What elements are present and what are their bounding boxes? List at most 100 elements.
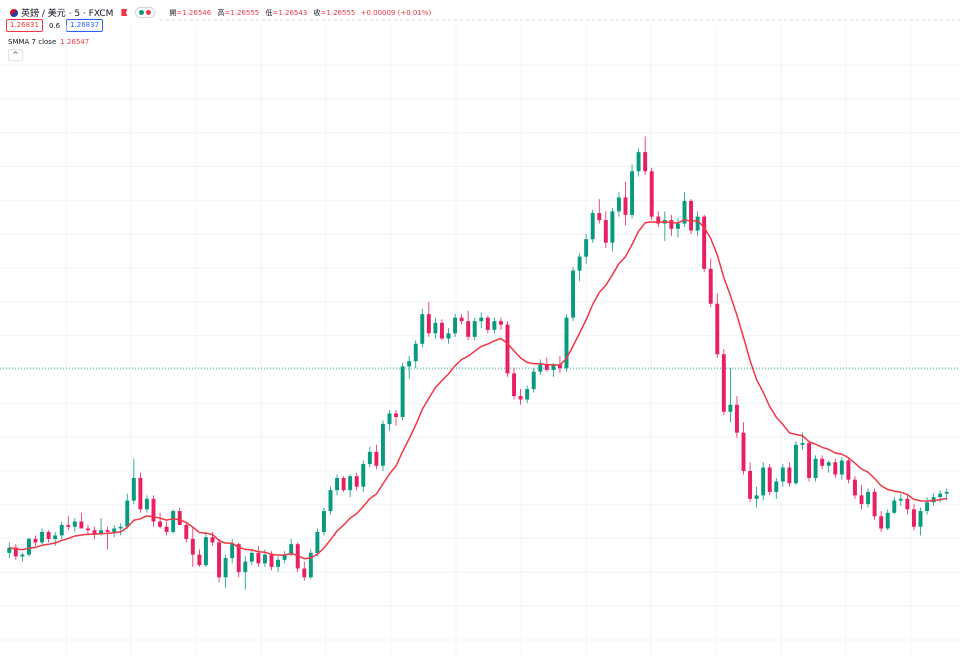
candle-body [203,537,208,566]
candle [223,554,228,588]
candle-body [26,538,31,555]
quote-row: 1.26831 0.6 1.26837 [6,19,104,32]
candle-body [689,200,694,231]
flag-icon[interactable] [121,9,128,16]
candle-body [164,526,169,532]
candle [190,526,195,567]
candle [839,457,844,480]
candle-body [269,554,274,567]
candle [911,504,916,531]
candle-body [407,361,412,367]
candle-body [230,544,235,559]
candle-body [892,500,897,513]
candle-body [859,495,864,505]
ask-button[interactable]: 1.26837 [66,19,104,32]
indicator-value: 1.26547 [60,38,90,46]
candle [643,136,648,175]
candle [354,472,359,491]
candle [898,493,903,506]
candle [616,192,621,217]
candle [728,368,733,423]
candle-body [79,521,84,529]
candle-body [852,479,857,496]
candle-body [492,321,497,330]
candle-body [249,552,254,562]
candle-body [944,491,949,494]
candle-body [72,521,77,527]
collapse-indicators-button[interactable]: ^ [8,49,23,61]
candle-body [144,498,149,510]
candle [833,458,838,478]
candle-body [184,525,189,539]
candle [590,209,595,243]
candle-body [925,502,930,512]
candle [859,484,864,510]
candle-body [341,477,346,491]
candle-body [833,462,838,475]
candle-body [118,526,123,529]
market-status-pill[interactable] [135,7,156,18]
candle [518,389,523,405]
high-label: 高 [217,8,225,17]
candle-body [131,477,136,501]
candle-body [85,528,90,531]
candle [308,549,313,580]
candle-body [754,495,759,499]
candle-body [466,321,471,337]
bid-button[interactable]: 1.26831 [6,19,43,32]
candle [203,531,208,567]
candle [112,525,117,538]
candle [754,486,759,508]
candle-body [282,554,287,560]
symbol-title[interactable]: 英鎊 / 美元 · 5 · FXCM [21,9,114,19]
candle-body [256,552,261,564]
candle-body [715,303,720,355]
candle-body [734,404,739,433]
candle [479,312,484,329]
candle-body [158,521,163,527]
ohlc-values: 開=1.26546 高=1.26555 低=1.26543 收=1.26555 … [165,8,431,18]
candle [33,535,38,546]
candle-body [7,547,12,553]
candle-body [472,321,477,337]
candle-body [525,389,530,400]
candle [472,317,477,341]
candle [118,523,123,536]
open-label: 開 [169,8,177,17]
candle-body [387,413,392,424]
candle [217,538,222,583]
candle [584,234,589,264]
candle [649,167,654,221]
candle [66,516,71,531]
candle [46,530,51,543]
indicator-row[interactable]: SMMA 7 close 1.26547 [8,38,89,46]
candle [715,293,720,358]
candle [256,545,261,567]
candle [636,148,641,177]
candle-body [276,559,281,567]
candle-body [302,568,307,578]
candle-body [761,467,766,496]
candle [767,464,772,496]
candle [721,349,726,416]
candle-body [636,152,641,172]
candle [158,512,163,529]
candle-body [289,544,294,555]
candle-body [872,491,877,517]
candle [92,526,97,539]
candle [433,317,438,339]
candle [741,422,746,475]
candle [577,253,582,282]
close-value: =1.26555 [320,8,356,17]
candle [525,385,530,404]
candle-body [420,314,425,344]
candle [413,340,418,369]
candle [295,542,300,573]
candle-body [177,511,182,525]
candle-body [439,322,444,339]
candle [682,192,687,228]
candle [571,267,576,322]
candle [807,441,812,482]
candle-body [695,216,700,231]
